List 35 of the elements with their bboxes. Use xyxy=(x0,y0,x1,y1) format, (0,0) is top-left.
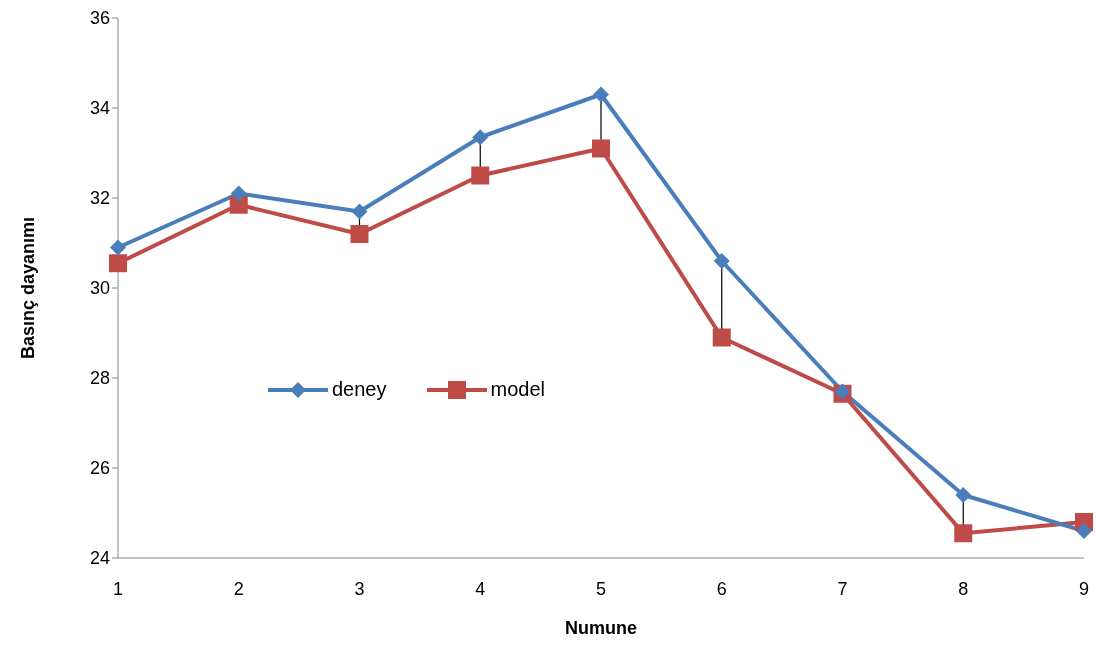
y-tick-label: 30 xyxy=(89,278,110,299)
point xyxy=(351,203,368,220)
point xyxy=(712,328,731,347)
x-tick-label: 7 xyxy=(837,578,848,599)
y-tick-label: 36 xyxy=(89,8,110,29)
point xyxy=(955,487,972,503)
y-tick-label: 24 xyxy=(89,548,110,569)
legend-label: model xyxy=(490,378,545,401)
y-tick-label: 32 xyxy=(89,188,110,209)
x-tick-label: 1 xyxy=(112,578,124,599)
x-tick-label: 9 xyxy=(1078,578,1090,599)
point xyxy=(350,225,369,243)
y-tick-label: 28 xyxy=(89,368,110,389)
point xyxy=(109,254,127,273)
legend-label: deney xyxy=(332,378,387,401)
point xyxy=(713,253,730,269)
y-tick-label: 34 xyxy=(89,98,110,119)
x-axis-title: Numune xyxy=(565,618,637,638)
point xyxy=(593,86,609,103)
x-tick-label: 3 xyxy=(354,578,365,599)
x-tick-label: 6 xyxy=(716,578,727,599)
point xyxy=(230,185,247,202)
point xyxy=(472,129,489,146)
x-tick-label: 5 xyxy=(595,578,607,599)
y-tick-label: 26 xyxy=(89,458,110,479)
x-tick-label: 8 xyxy=(958,578,969,599)
point xyxy=(229,195,248,214)
y-axis-title: Basınç dayanımı xyxy=(18,216,39,360)
x-tick-label: 4 xyxy=(475,578,486,599)
x-tick-label: 2 xyxy=(233,578,244,599)
point xyxy=(954,524,973,543)
point xyxy=(110,239,126,256)
point xyxy=(1076,523,1092,539)
point xyxy=(592,139,610,158)
point xyxy=(471,166,490,185)
